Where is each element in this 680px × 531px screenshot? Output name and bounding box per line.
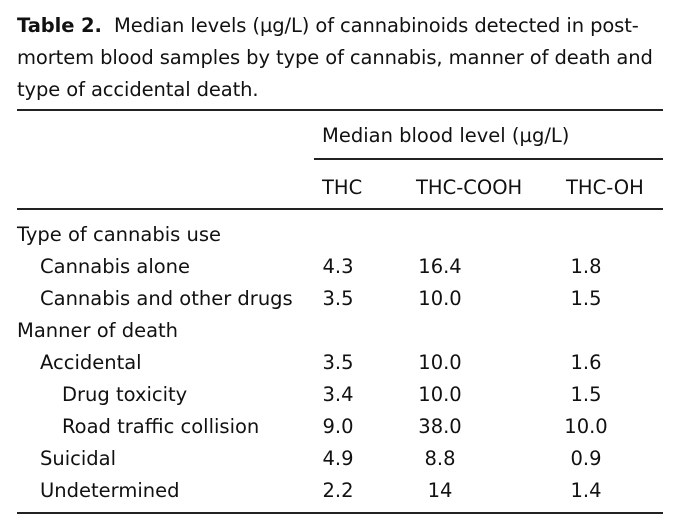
row-label: Cannabis alone: [40, 255, 191, 278]
cell-thc: 3.5: [322, 287, 354, 310]
cell-thc-cooh: 8.8: [424, 447, 456, 470]
group-header: Median blood level (µg/L): [322, 124, 570, 147]
cell-thc: 3.5: [322, 351, 354, 374]
column-group-rule: [314, 158, 663, 160]
cell-thc-cooh: 38.0: [418, 415, 462, 438]
cell-thc: 4.9: [322, 447, 354, 470]
cell-thc-oh: 1.5: [570, 287, 602, 310]
bottom-rule: [17, 512, 663, 514]
cell-thc-oh: 0.9: [570, 447, 602, 470]
cell-thc-oh: 1.8: [570, 255, 602, 278]
cell-thc: 2.2: [322, 479, 354, 502]
cell-thc-cooh: 10.0: [418, 351, 462, 374]
row-label: Road traffic collision: [62, 415, 260, 438]
header-rule: [17, 208, 663, 210]
cell-thc-cooh: 10.0: [418, 383, 462, 406]
section-heading: Type of cannabis use: [17, 223, 221, 246]
section-heading: Manner of death: [17, 319, 179, 342]
caption-text: Median levels (µg/L) of cannabinoids det…: [17, 14, 653, 101]
table-caption: Table 2. Median levels (µg/L) of cannabi…: [17, 10, 667, 106]
cell-thc-oh: 1.6: [570, 351, 602, 374]
cell-thc-cooh: 14: [427, 479, 453, 502]
top-rule: [17, 109, 663, 111]
row-label: Cannabis and other drugs: [40, 287, 293, 310]
column-header-thc-cooh: THC-COOH: [416, 176, 523, 199]
cell-thc-oh: 1.4: [570, 479, 602, 502]
row-label: Accidental: [40, 351, 142, 374]
cell-thc: 3.4: [322, 383, 354, 406]
table-number: Table 2.: [17, 14, 102, 37]
cell-thc-cooh: 10.0: [418, 287, 462, 310]
row-label: Suicidal: [40, 447, 117, 470]
cell-thc: 4.3: [322, 255, 354, 278]
column-header-thc-oh: THC-OH: [566, 176, 644, 199]
cell-thc-cooh: 16.4: [418, 255, 462, 278]
row-label: Drug toxicity: [62, 383, 188, 406]
cell-thc: 9.0: [322, 415, 354, 438]
cell-thc-oh: 10.0: [564, 415, 608, 438]
row-label: Undetermined: [40, 479, 180, 502]
cell-thc-oh: 1.5: [570, 383, 602, 406]
column-header-thc: THC: [322, 176, 363, 199]
